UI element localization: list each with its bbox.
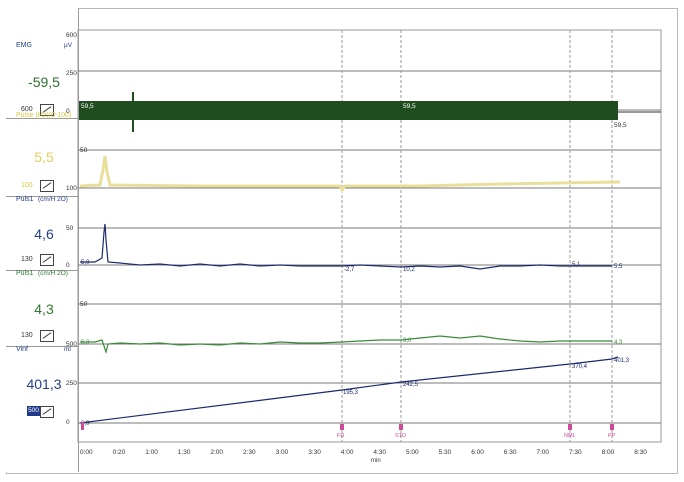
x-tick-label: 8:30 (634, 449, 647, 456)
channel-scale-vinf[interactable]: 500 (27, 406, 40, 416)
pabd-label-1: 5,0 (81, 260, 90, 266)
channel-scale-emg: 600 (21, 106, 33, 113)
x-tick-label: 6:30 (504, 449, 517, 456)
zoom-button-pves[interactable] (40, 180, 54, 192)
x-tick-label: 2:30 (243, 449, 256, 456)
emg-label-3: -59,5 (343, 122, 358, 129)
x-tick-label: 4:30 (373, 449, 386, 456)
emg-label-4: 59,5 (403, 103, 416, 110)
channel-unit-pabd: (cm/H 2O) (38, 196, 68, 203)
pdet-label-1: 5,3 (81, 340, 90, 346)
emg-label-6: 59,5 (614, 122, 627, 129)
channel-name-pdet: Puls1 (16, 270, 34, 277)
pdet-label-2: 3,0 (403, 338, 412, 344)
channel-value-emg: -59,5 (28, 74, 60, 90)
channel-unit-emg: µV (64, 42, 73, 49)
channel-scale-pves: 100 (21, 182, 33, 189)
channel-name-pves: Pulse (Hz)(0-100) (16, 112, 72, 119)
channel-unit-pdet: (cm/H 2O) (38, 270, 68, 277)
emg-label-2: 59,5 (81, 120, 94, 127)
marker-pp[interactable] (610, 424, 614, 430)
ytick-emg-top: 600 (66, 32, 77, 39)
marker-label-nml: NML (564, 433, 576, 439)
ytick-emg-mid: 250 (66, 70, 77, 77)
channel-name-vinf: Vinf (16, 346, 28, 353)
ytick-vinf-zero: 0 (66, 419, 70, 426)
x-tick-label: 2:00 (210, 449, 223, 456)
ytick-vinf-mid: 250 (66, 380, 77, 387)
ytick-emg-zero: 0 (66, 108, 70, 115)
channel-panel: EMG µV -59,5 600 Pulse (Hz)(0-100) 5,5 1… (6, 8, 79, 472)
x-tick-label: 0:00 (80, 449, 93, 456)
channel-unit-vinf: ml (64, 346, 71, 353)
x-tick-label: 3:30 (308, 449, 321, 456)
marker-std[interactable] (399, 424, 403, 430)
channel-value-vinf: 401,3 (26, 376, 62, 392)
ytick-pves-bottom: 100 (66, 185, 77, 192)
marker-label-std: STD (395, 433, 406, 439)
emg-trace (79, 101, 618, 120)
x-tick-label: 1:00 (145, 449, 158, 456)
emg-label-1: 59,5 (81, 103, 94, 110)
pdet-label-3: 4,3 (614, 340, 623, 346)
vinf-label-2: 195,3 (343, 390, 359, 396)
channel-name-pabd: Puls1 (16, 196, 34, 203)
pabd-trace (80, 223, 612, 270)
channel-value-pves: 5,5 (34, 149, 54, 165)
x-tick-label: 5:00 (406, 449, 419, 456)
ytick-pves-top: 50 (80, 147, 88, 154)
channel-scale-pabd: 130 (21, 256, 33, 263)
channel-scale-pdet: 130 (21, 332, 33, 339)
ytick-pdet-top: 50 (80, 301, 88, 308)
x-tick-label: 5:30 (439, 449, 452, 456)
x-tick-label: 4:00 (341, 449, 354, 456)
zoom-button-emg[interactable] (40, 104, 54, 116)
ytick-pabd-zero: 0 (66, 262, 70, 269)
pdet-trace (80, 335, 612, 355)
x-tick-label: 7:00 (536, 449, 549, 456)
x-tick-label: 7:30 (569, 449, 582, 456)
x-tick-label: 8:00 (602, 449, 615, 456)
x-tick-label: 1:30 (178, 449, 191, 456)
pabd-label-2: -2,7 (344, 267, 355, 273)
pabd-label-5: 5,5 (614, 264, 623, 270)
channel-value-pabd: 4,6 (34, 226, 54, 242)
marker-fd[interactable] (340, 424, 344, 430)
marker-start[interactable] (81, 422, 84, 430)
vinf-label-3: 242,5 (403, 382, 419, 388)
x-tick-label: 3:00 (276, 449, 289, 456)
vinf-label-5: 401,3 (614, 358, 630, 364)
marker-label-pp: PP (608, 433, 616, 439)
marker-nml[interactable] (568, 424, 572, 430)
zoom-button-vinf[interactable] (40, 406, 54, 418)
vinf-label-1: 0,0 (81, 421, 90, 427)
pves-trace (79, 155, 621, 193)
marker-label-fd: FD (337, 433, 344, 439)
zoom-button-pabd[interactable] (40, 254, 54, 266)
x-tick-label: 6:00 (471, 449, 484, 456)
channel-name-emg: EMG (16, 42, 32, 49)
x-tick-label: 0:20 (113, 449, 126, 456)
emg-label-5: 59,5 (572, 122, 585, 129)
channel-value-pdet: 4,3 (34, 301, 54, 317)
x-axis-unit: min (371, 458, 381, 464)
vinf-trace (79, 356, 619, 424)
zoom-button-pdet[interactable] (40, 330, 54, 342)
ytick-pdet-bottom: 500 (66, 341, 77, 348)
pabd-label-4: 5,1 (572, 262, 581, 268)
pabd-label-3: 10,2 (403, 267, 415, 273)
vinf-label-4: 370,4 (572, 364, 588, 370)
ytick-pabd-top: 50 (66, 225, 74, 232)
